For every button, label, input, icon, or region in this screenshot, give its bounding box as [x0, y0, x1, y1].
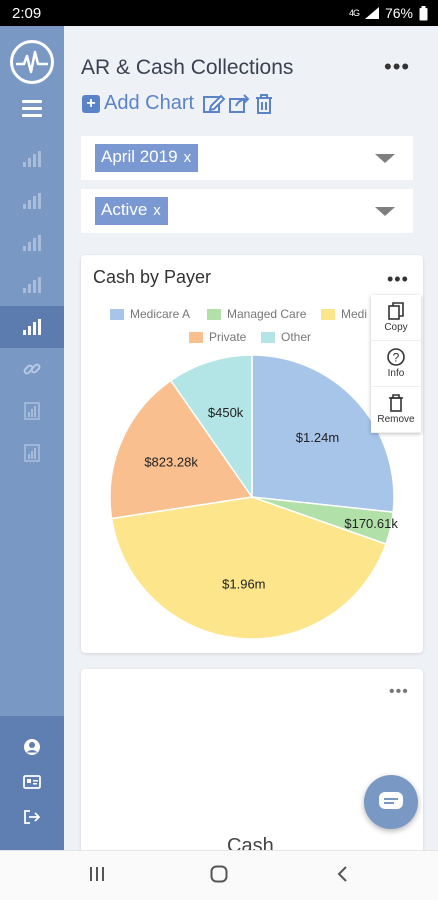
remove-label: Remove — [377, 414, 415, 425]
chevron-down-icon[interactable] — [375, 154, 395, 163]
legend-item[interactable]: Medi — [321, 307, 367, 321]
main-content: AR & Cash Collections ••• + Add Chart Ap… — [64, 26, 438, 850]
add-chart-icon[interactable]: + — [82, 94, 100, 113]
pie-slice-0[interactable] — [251, 354, 395, 513]
sidebar-item-chart-4[interactable] — [0, 264, 64, 306]
pie-chart: $1.24m $170.61k $1.96m $823.28k $450k — [109, 354, 398, 640]
chart-card-2: ••• Cash — [81, 669, 423, 850]
chart-title: Cash by Payer — [93, 267, 212, 287]
menu-icon[interactable] — [22, 100, 42, 117]
sidebar-item-chart-active[interactable] — [0, 306, 64, 348]
copy-chart-button[interactable]: Copy — [371, 295, 421, 341]
id-card-icon[interactable] — [23, 773, 41, 791]
legend-swatch — [321, 308, 335, 320]
sidebar-item-links[interactable] — [0, 348, 64, 390]
signal-icon — [364, 7, 379, 19]
sidebar-item-chart-2[interactable] — [0, 180, 64, 222]
app-logo-icon[interactable] — [10, 40, 54, 84]
info-icon: ? — [387, 348, 405, 366]
bar-chart-icon — [23, 319, 41, 335]
home-icon[interactable] — [210, 865, 228, 883]
bar-chart-icon — [23, 235, 41, 251]
recent-apps-icon[interactable] — [88, 865, 106, 883]
chart-card: Cash by Payer ••• Medicare A Managed Car… — [81, 255, 423, 653]
edit-icon[interactable] — [203, 94, 226, 114]
link-icon — [23, 363, 41, 375]
report-icon — [24, 444, 40, 462]
filter-period[interactable]: April 2019 x — [81, 136, 413, 180]
remove-chart-button[interactable]: Remove — [371, 387, 421, 433]
chat-button[interactable] — [364, 775, 418, 829]
sidebar — [0, 26, 64, 850]
legend-label: Medi — [341, 307, 368, 321]
chart-2-more-button[interactable]: ••• — [389, 683, 409, 700]
legend-item[interactable]: Managed Care — [207, 307, 306, 321]
trash-icon[interactable] — [255, 93, 273, 114]
status-bar: 2:09 4G 76% — [0, 0, 438, 26]
add-chart-button[interactable]: Add Chart — [104, 92, 195, 114]
pie-slice-label-4: $450k — [208, 405, 244, 420]
user-icon[interactable] — [23, 738, 41, 756]
status-indicators: 4G 76% — [349, 5, 428, 21]
battery-level: 76% — [384, 5, 413, 21]
pie-slice-3[interactable] — [109, 379, 254, 520]
legend-label: Other — [281, 330, 312, 344]
chevron-down-icon[interactable] — [375, 207, 395, 216]
filter-chip-label: Active — [101, 200, 148, 219]
legend-item[interactable]: Private — [189, 330, 246, 344]
chart-context-menu: Copy ? Info Remove — [371, 295, 421, 433]
report-icon — [24, 402, 40, 420]
pie-slice-label-3: $823.28k — [144, 454, 198, 469]
filter-status[interactable]: Active x — [81, 189, 413, 233]
legend-swatch — [110, 308, 124, 320]
status-time: 2:09 — [12, 4, 42, 22]
page-more-button[interactable]: ••• — [384, 54, 411, 79]
pie-slice-label-2: $1.96m — [222, 577, 265, 592]
pie-slice-4[interactable] — [169, 354, 253, 500]
legend-label: Private — [209, 330, 247, 344]
chart-2-title: Cash — [227, 835, 274, 850]
sidebar-item-report-2[interactable] — [0, 432, 64, 474]
filter-chip-label: April 2019 — [101, 147, 178, 166]
trash-icon — [389, 394, 403, 412]
remove-filter-button[interactable]: x — [183, 149, 192, 166]
chart-more-button[interactable]: ••• — [387, 269, 409, 289]
system-nav-bar — [0, 850, 438, 900]
sidebar-item-chart-1[interactable] — [0, 138, 64, 180]
pie-slice-label-1: $170.61k — [344, 516, 398, 531]
sidebar-footer — [0, 716, 64, 850]
sidebar-item-report-1[interactable] — [0, 390, 64, 432]
legend-label: Medicare A — [130, 307, 191, 321]
chat-icon — [379, 792, 403, 809]
svg-text:?: ? — [393, 351, 400, 365]
sign-out-icon[interactable] — [23, 808, 41, 826]
battery-icon — [419, 5, 428, 20]
legend-item[interactable]: Medicare A — [110, 307, 190, 321]
filter-chip-status: Active x — [95, 197, 168, 225]
copy-label: Copy — [384, 322, 408, 333]
page-title: AR & Cash Collections — [81, 56, 294, 79]
bar-chart-icon — [23, 193, 41, 209]
filter-chip-period: April 2019 x — [95, 144, 199, 172]
info-label: Info — [387, 368, 405, 379]
back-icon[interactable] — [334, 865, 352, 883]
legend-swatch — [261, 331, 275, 343]
legend-item[interactable]: Other — [261, 330, 311, 344]
bar-chart-icon — [23, 277, 41, 293]
toolbar: + Add Chart — [82, 92, 273, 115]
legend-label: Managed Care — [227, 307, 307, 321]
sidebar-item-chart-3[interactable] — [0, 222, 64, 264]
copy-icon — [388, 302, 404, 320]
network-type: 4G — [348, 8, 360, 18]
remove-filter-button[interactable]: x — [153, 202, 161, 219]
info-chart-button[interactable]: ? Info — [371, 341, 421, 387]
pie-slice-label-0: $1.24m — [296, 430, 339, 445]
pie-slice-2[interactable] — [110, 496, 387, 640]
legend-swatch — [207, 308, 221, 320]
bar-chart-icon — [23, 151, 41, 167]
share-icon[interactable] — [229, 93, 251, 114]
legend-swatch — [189, 331, 203, 343]
